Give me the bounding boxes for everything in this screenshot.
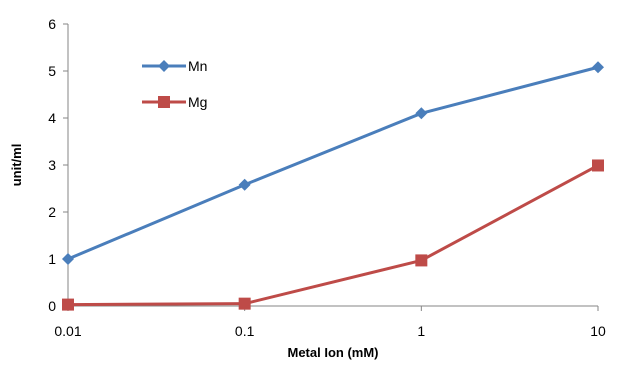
series-mn bbox=[62, 61, 604, 265]
y-axis-label: unit/ml bbox=[9, 144, 24, 187]
legend: Mn Mg bbox=[142, 58, 207, 110]
x-tick-label: 0.1 bbox=[235, 323, 255, 339]
y-tick-label: 5 bbox=[48, 63, 56, 79]
legend-label: Mg bbox=[188, 94, 207, 110]
y-tick-label: 0 bbox=[48, 298, 56, 314]
x-axis-ticks: 0.01 0.1 1 10 bbox=[54, 306, 606, 339]
legend-item-mn: Mn bbox=[142, 58, 207, 74]
x-tick-label: 1 bbox=[417, 323, 425, 339]
series-line bbox=[67, 65, 599, 261]
series-layer bbox=[62, 61, 604, 311]
data-point bbox=[592, 159, 604, 172]
data-point bbox=[238, 297, 251, 310]
y-axis-ticks: 0 1 2 3 4 5 6 bbox=[48, 16, 68, 314]
legend-marker bbox=[158, 96, 170, 108]
data-point bbox=[238, 178, 251, 191]
series-mg bbox=[62, 159, 604, 311]
data-point bbox=[415, 107, 428, 120]
data-point bbox=[415, 254, 428, 267]
data-point bbox=[62, 298, 74, 311]
data-point bbox=[592, 61, 604, 74]
legend-label: Mn bbox=[188, 58, 207, 74]
y-tick-label: 3 bbox=[48, 157, 56, 173]
data-point bbox=[62, 253, 74, 265]
y-tick-label: 2 bbox=[48, 204, 56, 220]
x-axis-label: Metal Ion (mM) bbox=[288, 345, 379, 360]
y-tick-label: 4 bbox=[48, 110, 56, 126]
x-tick-label: 10 bbox=[590, 323, 606, 339]
series-line bbox=[67, 164, 599, 307]
legend-marker bbox=[158, 60, 170, 72]
y-tick-label: 6 bbox=[48, 16, 56, 32]
y-tick-label: 1 bbox=[48, 251, 56, 267]
legend-item-mg: Mg bbox=[142, 94, 207, 110]
x-tick-label: 0.01 bbox=[54, 323, 81, 339]
